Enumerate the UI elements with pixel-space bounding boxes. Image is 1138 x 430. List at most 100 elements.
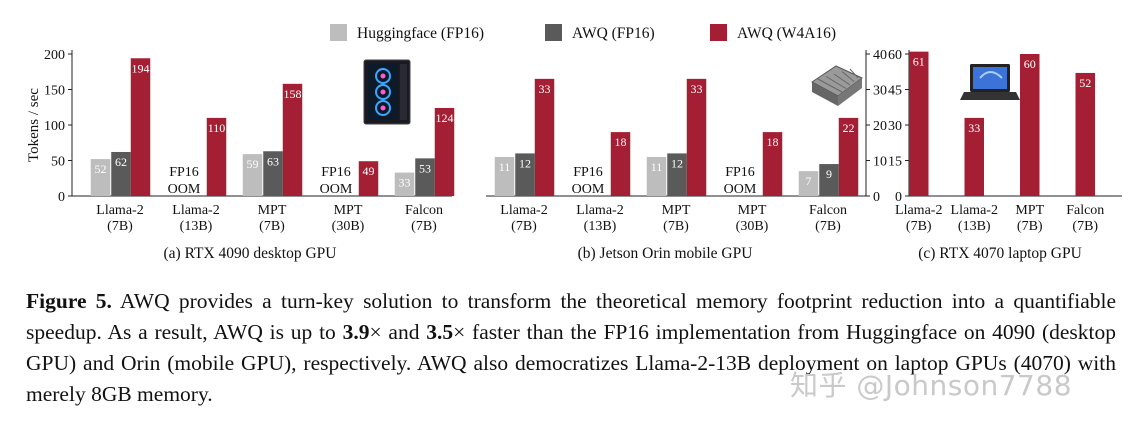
caption-label: Figure 5. xyxy=(26,289,112,313)
data-label: 63 xyxy=(267,154,279,168)
bar xyxy=(1075,72,1095,196)
caption-text-3: × faster than the FP16 implementation fr… xyxy=(26,320,1116,406)
bar xyxy=(415,158,435,196)
x-tick-label: Falcon xyxy=(1066,203,1104,218)
x-tick-label: Llama-2 xyxy=(500,203,547,218)
data-label: 18 xyxy=(615,135,627,149)
x-tick-label: MPT xyxy=(334,203,363,218)
bar xyxy=(686,78,707,196)
y-tick-label: 0 xyxy=(873,190,880,205)
data-label: 22 xyxy=(843,121,855,135)
bar xyxy=(1020,54,1040,196)
oom-annotation: OOM xyxy=(572,182,605,197)
bar xyxy=(798,171,819,196)
y-tick-label: 30 xyxy=(873,84,887,99)
x-tick-label: (13B) xyxy=(584,219,617,234)
caption-text-1: AWQ provides a turn-key solution to tran… xyxy=(26,289,1116,344)
oom-annotation: FP16 xyxy=(169,165,199,180)
x-tick-label: MPT xyxy=(738,203,767,218)
x-tick-label: Falcon xyxy=(809,203,847,218)
data-label: 33 xyxy=(539,82,551,96)
oom-annotation: FP16 xyxy=(725,165,755,180)
bar xyxy=(90,159,111,196)
x-tick-label: Llama-2 xyxy=(96,203,143,218)
caption-speedup-1: 3.9 xyxy=(342,320,370,344)
data-label: 11 xyxy=(499,160,511,174)
data-label: 60 xyxy=(1024,57,1036,71)
data-label: 61 xyxy=(913,55,925,69)
y-tick-label: 60 xyxy=(888,48,902,63)
legend-swatch xyxy=(545,24,562,41)
data-label: 110 xyxy=(208,121,226,135)
caption-text-2: × and xyxy=(369,320,427,344)
legend-entry: AWQ (FP16) xyxy=(545,24,655,42)
bar xyxy=(242,154,263,196)
x-tick-label: (13B) xyxy=(958,219,991,234)
data-label: 12 xyxy=(671,156,683,170)
data-label: 62 xyxy=(115,155,127,169)
data-label: 7 xyxy=(806,174,812,188)
bar xyxy=(130,58,151,197)
x-tick-label: MPT xyxy=(258,203,287,218)
x-tick-label: Llama-2 xyxy=(576,203,623,218)
x-tick-label: (7B) xyxy=(1072,219,1098,234)
x-tick-label: (7B) xyxy=(815,219,841,234)
y-tick-label: 0 xyxy=(58,190,65,205)
x-tick-label: (7B) xyxy=(906,219,932,234)
bar xyxy=(494,156,515,196)
bar xyxy=(667,153,687,196)
data-label: 9 xyxy=(826,167,832,181)
bar xyxy=(646,156,667,196)
data-label: 12 xyxy=(519,156,531,170)
x-tick-label: (7B) xyxy=(411,219,437,234)
x-tick-label: Llama-2 xyxy=(172,203,219,218)
legend-label: AWQ (W4A16) xyxy=(737,25,836,42)
y-tick-label: 45 xyxy=(888,84,902,99)
data-label: 52 xyxy=(95,162,107,176)
caption-speedup-2: 3.5 xyxy=(426,320,454,344)
data-label: 52 xyxy=(1079,76,1091,90)
bar xyxy=(206,117,227,196)
desktop-pc-icon xyxy=(363,59,411,125)
legend-entry: Huggingface (FP16) xyxy=(330,24,484,42)
data-label: 11 xyxy=(651,160,663,174)
bar xyxy=(515,153,535,196)
oom-annotation: OOM xyxy=(724,182,757,197)
oom-annotation: FP16 xyxy=(321,165,351,180)
jetson-module-icon xyxy=(811,65,863,106)
x-tick-label: MPT xyxy=(662,203,691,218)
x-tick-label: (7B) xyxy=(663,219,689,234)
bar xyxy=(434,107,455,196)
x-tick-label: (7B) xyxy=(107,219,133,234)
x-tick-label: Falcon xyxy=(405,203,443,218)
y-tick-label: 15 xyxy=(888,155,902,170)
bar xyxy=(964,117,984,196)
chart-subtitle: (b) Jetson Orin mobile GPU xyxy=(578,245,753,262)
bar xyxy=(282,83,303,196)
oom-annotation: OOM xyxy=(320,182,353,197)
x-tick-label: (7B) xyxy=(511,219,537,234)
data-label: 18 xyxy=(767,135,779,149)
bar xyxy=(838,117,859,196)
legend-label: Huggingface (FP16) xyxy=(357,25,484,42)
y-tick-label: 100 xyxy=(44,119,65,134)
watermark: 知乎 @Johnson7788 xyxy=(790,369,1073,402)
x-tick-label: (30B) xyxy=(332,219,365,234)
x-tick-label: Llama-2 xyxy=(951,203,998,218)
y-tick-label: 20 xyxy=(873,119,887,134)
bar xyxy=(263,151,283,196)
data-label: 53 xyxy=(419,161,431,175)
bar xyxy=(111,151,131,196)
y-axis-label: Tokens / sec xyxy=(26,88,42,162)
y-tick-label: 0 xyxy=(895,190,902,205)
legend-swatch xyxy=(710,24,727,41)
y-tick-label: 150 xyxy=(44,84,65,99)
data-label: 33 xyxy=(399,176,411,190)
legend-entry: AWQ (W4A16) xyxy=(710,24,836,42)
data-label: 194 xyxy=(132,61,150,75)
x-tick-label: MPT xyxy=(1015,203,1044,218)
y-tick-label: 40 xyxy=(873,48,887,63)
figure-charts: Huggingface (FP16) AWQ (FP16) AWQ (W4A16) 0… xyxy=(26,24,1122,262)
data-label: 158 xyxy=(284,87,302,101)
